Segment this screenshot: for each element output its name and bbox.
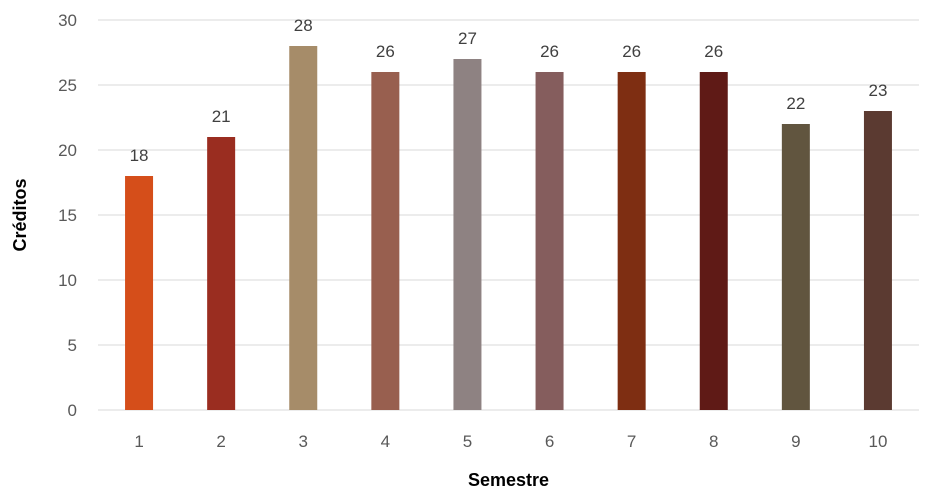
data-label: 27 [458,29,477,48]
data-label: 26 [704,42,723,61]
y-axis-title: Créditos [10,178,30,251]
bar-semestre-3 [289,46,318,410]
data-label: 26 [376,42,395,61]
y-tick-label: 15 [58,206,77,225]
bar-semestre-4 [371,72,400,410]
y-tick-label: 30 [58,11,77,30]
x-tick-label: 5 [463,432,472,451]
x-tick-label: 8 [709,432,718,451]
y-axis-ticks: 0 5 10 15 20 25 30 [58,11,77,420]
data-label: 21 [212,107,231,126]
y-tick-label: 20 [58,141,77,160]
data-label: 23 [868,81,887,100]
bar-semestre-7 [617,72,646,410]
bar-semestre-2 [207,137,236,410]
x-tick-label: 3 [299,432,308,451]
x-axis-title: Semestre [468,470,549,490]
x-axis-ticks: 1 2 3 4 5 6 7 8 9 10 [134,432,887,451]
bar-semestre-9 [781,124,810,410]
y-tick-label: 25 [58,76,77,95]
x-tick-label: 1 [134,432,143,451]
x-tick-label: 10 [868,432,887,451]
bar-semestre-10 [863,111,892,410]
data-label: 26 [622,42,641,61]
x-tick-label: 9 [791,432,800,451]
y-tick-label: 10 [58,271,77,290]
x-tick-label: 7 [627,432,636,451]
x-tick-label: 2 [216,432,225,451]
bar-semestre-8 [699,72,728,410]
y-tick-label: 5 [68,336,77,355]
bar-semestre-6 [535,72,564,410]
bar-semestre-5 [453,59,482,410]
data-label: 28 [294,16,313,35]
bars [125,46,892,410]
bar-semestre-1 [125,176,154,410]
x-tick-label: 6 [545,432,554,451]
data-labels: 18 21 28 26 27 26 26 26 22 23 [130,16,888,165]
x-tick-label: 4 [381,432,390,451]
y-tick-label: 0 [68,401,77,420]
data-label: 18 [130,146,149,165]
data-label: 22 [786,94,805,113]
data-label: 26 [540,42,559,61]
